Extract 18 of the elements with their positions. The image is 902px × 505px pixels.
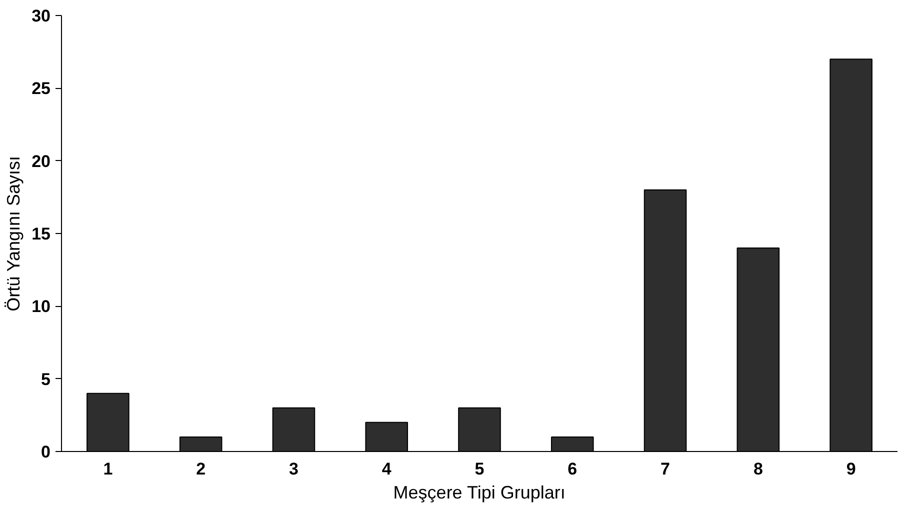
x-tick-label: 9: [846, 460, 856, 478]
x-tick-label: 8: [753, 460, 763, 478]
y-tick-label: 25: [32, 79, 51, 98]
y-axis-title: Örtü Yangını Sayısı: [4, 156, 24, 312]
y-tick-label: 15: [32, 224, 51, 244]
x-tick-label: 6: [568, 460, 578, 478]
x-tick-label: 5: [474, 460, 484, 478]
y-tick-label: 10: [32, 297, 51, 316]
y-tick-label: 30: [32, 6, 51, 26]
y-tick-label: 20: [32, 152, 51, 171]
x-tick-label: 7: [660, 460, 670, 478]
x-tick-label: 3: [288, 460, 298, 478]
x-tick-label: 1: [103, 460, 113, 478]
y-tick-label: 5: [41, 370, 51, 389]
x-tick-label: 4: [382, 460, 392, 478]
x-axis-title: Meşçere Tipi Grupları: [393, 482, 566, 502]
x-tick-label: 2: [196, 460, 206, 478]
y-tick-label: 0: [41, 442, 51, 462]
